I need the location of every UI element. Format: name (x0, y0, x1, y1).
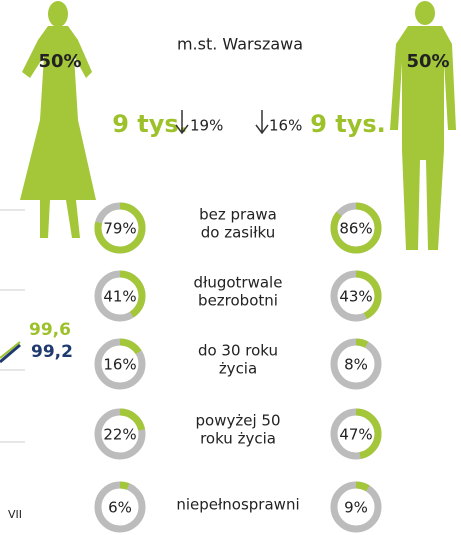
axis-label: VII (8, 508, 22, 521)
row-label: bezrobotni (198, 292, 278, 310)
donut-label: 79% (103, 220, 136, 238)
row-label: niepełnosprawni (176, 496, 299, 514)
value-label: 99,2 (31, 342, 73, 362)
donut-arc (355, 481, 370, 492)
donut-arc (119, 408, 146, 431)
donut-label: 41% (103, 288, 136, 306)
region-title: m.st. Warszawa (177, 35, 303, 54)
donut-arc (94, 202, 146, 254)
donut-label: 16% (103, 356, 136, 374)
row-label: bez prawa (199, 206, 277, 224)
row-label: długotrwale (194, 274, 283, 292)
man-icon (390, 1, 456, 250)
men-share: 50% (406, 51, 449, 72)
series-line (0, 343, 21, 364)
donut-label: 86% (339, 220, 372, 238)
donut-arc (355, 338, 369, 348)
donut-label: 9% (344, 499, 368, 517)
series-line (0, 341, 21, 359)
donut-arc (355, 408, 382, 460)
women-count: 9 tys. (112, 110, 188, 138)
side-chart (0, 209, 25, 443)
donut-label: 47% (339, 426, 372, 444)
row-label: do zasiłku (201, 224, 276, 242)
donut-label: 22% (103, 426, 136, 444)
women-share: 50% (38, 51, 81, 72)
down-arrow (175, 110, 189, 135)
donut-arc (119, 338, 142, 355)
donut-arc (355, 270, 382, 320)
donut-label: 8% (344, 356, 368, 374)
row-label: roku życia (200, 430, 276, 448)
donut-arc (119, 270, 146, 318)
row-label: życia (219, 360, 257, 378)
row-label: do 30 roku (198, 342, 278, 360)
woman-icon (20, 1, 96, 238)
donut-label: 6% (108, 499, 132, 517)
donut-arc (330, 202, 382, 254)
down-arrow (255, 110, 269, 135)
women-change: 19% (190, 117, 223, 135)
donut-arc (119, 481, 130, 490)
value-label: 99,6 (29, 320, 71, 340)
men-count: 9 tys. (310, 110, 386, 138)
row-label: powyżej 50 (196, 412, 281, 430)
donut-label: 43% (339, 288, 372, 306)
men-change: 16% (269, 117, 302, 135)
